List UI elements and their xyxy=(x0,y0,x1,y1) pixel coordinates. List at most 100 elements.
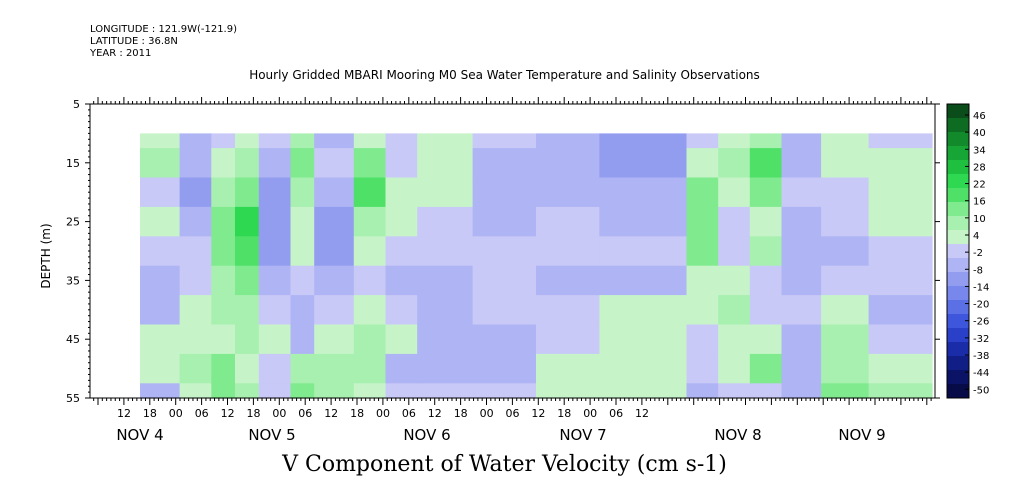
heatmap-cell xyxy=(868,295,933,326)
heatmap-cell xyxy=(686,206,719,237)
heatmap-cell xyxy=(290,133,315,149)
colorbar-label: 16 xyxy=(973,197,986,208)
x-hour-label: 12 xyxy=(117,407,131,420)
heatmap-cell xyxy=(290,148,315,179)
x-hour-label: 18 xyxy=(143,407,157,420)
heatmap-cell xyxy=(868,265,933,296)
heatmap-cell xyxy=(599,265,688,296)
heatmap-cell xyxy=(258,206,292,237)
heatmap-cell xyxy=(385,177,418,208)
heatmap-cell xyxy=(353,177,387,208)
heatmap-cell xyxy=(385,206,418,237)
heatmap-cell xyxy=(718,148,751,179)
heatmap-cell xyxy=(718,324,751,355)
heatmap-cell xyxy=(353,324,387,355)
heatmap-cell xyxy=(417,265,474,296)
heatmap-cell xyxy=(417,236,474,267)
heatmap-cell xyxy=(781,236,822,267)
heatmap-cell xyxy=(718,353,751,384)
heatmap-cell xyxy=(599,324,688,355)
x-hour-label: 12 xyxy=(324,407,338,420)
heatmap-cell xyxy=(686,383,719,399)
heatmap-cell xyxy=(821,265,870,296)
heatmap-cell xyxy=(749,206,783,237)
x-day-label: NOV 6 xyxy=(403,426,450,444)
heatmap-cell xyxy=(781,177,822,208)
heatmap-cell xyxy=(235,324,260,355)
x-hour-label: 06 xyxy=(195,407,209,420)
heatmap-cell xyxy=(781,206,822,237)
colorbar-swatch xyxy=(947,146,969,161)
heatmap-cell xyxy=(868,236,933,267)
heatmap-cell xyxy=(821,324,870,355)
heatmap-cell xyxy=(290,236,315,267)
x-axis-title: V Component of Water Velocity (cm s-1) xyxy=(282,452,727,477)
heatmap-cell xyxy=(290,324,315,355)
heatmap-cell xyxy=(179,324,212,355)
y-tick-label: 55 xyxy=(66,392,80,405)
heatmap-cell xyxy=(417,353,474,384)
heatmap-cell xyxy=(821,236,870,267)
heatmap-cell xyxy=(385,324,418,355)
heatmap-cell xyxy=(179,133,212,149)
heatmap-cell xyxy=(314,177,355,208)
heatmap-cell xyxy=(718,177,751,208)
heatmap-cell xyxy=(472,265,537,296)
heatmap-cell xyxy=(258,148,292,179)
y-axis-label: DEPTH (m) xyxy=(39,223,53,288)
heatmap-cell xyxy=(353,353,387,384)
x-day-label: NOV 7 xyxy=(559,426,606,444)
heatmap-cell xyxy=(868,353,933,384)
heatmap-cell xyxy=(235,206,260,237)
colorbar-label: -8 xyxy=(973,265,983,276)
heatmap-cell xyxy=(718,133,751,149)
heatmap-cell xyxy=(235,265,260,296)
heatmap-cell xyxy=(599,133,688,149)
heatmap-cell xyxy=(599,148,688,179)
heatmap-cell xyxy=(821,295,870,326)
heatmap-cell xyxy=(686,265,719,296)
y-tick-label: 5 xyxy=(73,98,80,111)
x-hour-label: 12 xyxy=(221,407,235,420)
heatmap-cell xyxy=(417,324,474,355)
colorbar-swatch xyxy=(947,174,969,189)
heatmap-cell xyxy=(472,206,537,237)
heatmap-cell xyxy=(686,353,719,384)
heatmap-cell xyxy=(536,133,600,149)
heatmap-cell xyxy=(235,148,260,179)
heatmap-cell xyxy=(385,383,418,399)
heatmap-cell xyxy=(686,177,719,208)
y-tick-label: 45 xyxy=(66,333,80,346)
heatmap-cell xyxy=(781,133,822,149)
colorbar-swatch xyxy=(947,370,969,385)
y-tick-label: 35 xyxy=(66,274,80,287)
colorbar-label: 46 xyxy=(973,111,986,122)
colorbar-swatch xyxy=(947,314,969,329)
colorbar-label: -14 xyxy=(973,282,989,293)
heatmap-cell xyxy=(749,265,783,296)
heatmap-cell xyxy=(258,265,292,296)
heatmap-cell xyxy=(536,295,600,326)
heatmap-cell xyxy=(211,133,236,149)
heatmap-cell xyxy=(314,324,355,355)
x-hour-label: 06 xyxy=(506,407,520,420)
heatmap-cell xyxy=(211,383,236,399)
heatmap-cell xyxy=(353,206,387,237)
heatmap-cell xyxy=(599,236,688,267)
colorbar-swatch xyxy=(947,202,969,217)
x-day-label: NOV 8 xyxy=(714,426,761,444)
heatmap-cell xyxy=(749,236,783,267)
colorbar-swatch xyxy=(947,188,969,203)
heatmap-cell xyxy=(536,148,600,179)
heatmap-cell xyxy=(258,324,292,355)
heatmap-cell xyxy=(781,324,822,355)
colorbar-swatch xyxy=(947,286,969,301)
heatmap-cell xyxy=(385,133,418,149)
latitude-label: LATITUDE : 36.8N xyxy=(90,36,178,47)
colorbar-label: 34 xyxy=(973,145,986,156)
heatmap-cell xyxy=(353,383,387,399)
heatmap-cell xyxy=(314,265,355,296)
heatmap-cell xyxy=(417,383,474,399)
heatmap-cell xyxy=(781,383,822,399)
year-label: YEAR : 2011 xyxy=(90,48,152,59)
